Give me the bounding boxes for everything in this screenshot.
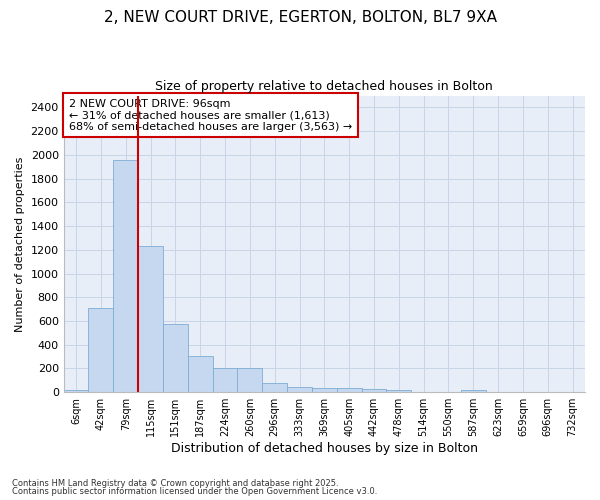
Text: 2 NEW COURT DRIVE: 96sqm
← 31% of detached houses are smaller (1,613)
68% of sem: 2 NEW COURT DRIVE: 96sqm ← 31% of detach… xyxy=(69,98,352,132)
Text: Contains public sector information licensed under the Open Government Licence v3: Contains public sector information licen… xyxy=(12,487,377,496)
Bar xyxy=(262,382,287,392)
Bar xyxy=(238,368,262,392)
Bar xyxy=(163,324,188,392)
Bar xyxy=(212,368,238,392)
X-axis label: Distribution of detached houses by size in Bolton: Distribution of detached houses by size … xyxy=(171,442,478,455)
Title: Size of property relative to detached houses in Bolton: Size of property relative to detached ho… xyxy=(155,80,493,93)
Bar xyxy=(362,388,386,392)
Bar xyxy=(287,387,312,392)
Text: Contains HM Land Registry data © Crown copyright and database right 2025.: Contains HM Land Registry data © Crown c… xyxy=(12,478,338,488)
Text: 2, NEW COURT DRIVE, EGERTON, BOLTON, BL7 9XA: 2, NEW COURT DRIVE, EGERTON, BOLTON, BL7… xyxy=(104,10,497,25)
Bar xyxy=(88,308,113,392)
Bar xyxy=(138,246,163,392)
Bar xyxy=(337,388,362,392)
Bar xyxy=(188,356,212,392)
Bar xyxy=(312,388,337,392)
Bar xyxy=(113,160,138,392)
Bar xyxy=(461,390,485,392)
Bar xyxy=(386,390,411,392)
Bar xyxy=(64,390,88,392)
Y-axis label: Number of detached properties: Number of detached properties xyxy=(15,156,25,332)
